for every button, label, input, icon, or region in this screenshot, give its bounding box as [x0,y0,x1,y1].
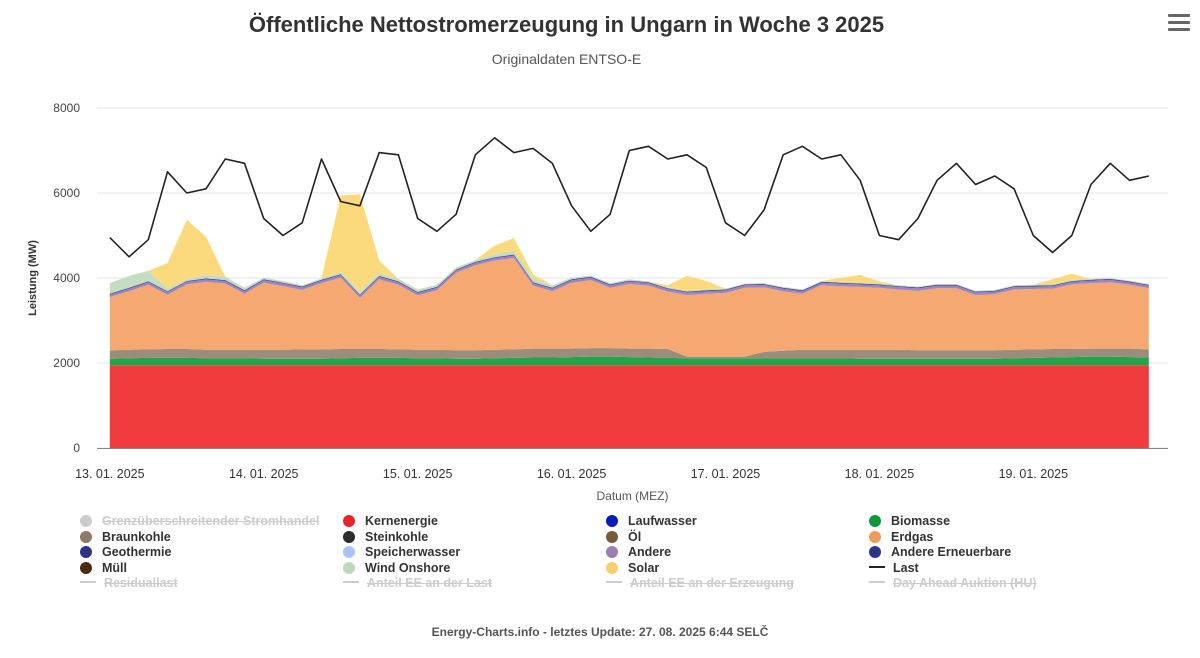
legend-line-icon [343,581,359,584]
area-wind-onshore [109,250,1149,295]
legend-dot-icon [606,515,618,527]
legend-item[interactable]: Wind Onshore [343,561,450,575]
legend-item[interactable]: Anteil EE an der Last [343,576,492,590]
legend-item[interactable]: Grenzüberschreitender Stromhandel [80,514,319,528]
chart-legend: Grenzüberschreitender Stromhandel Kernene… [0,514,1200,604]
legend-label: Braunkohle [102,529,171,544]
legend-label: Steinkohle [365,529,429,544]
y-tick-label: 2000 [53,356,80,370]
area-braunkohle [109,348,1149,359]
legend-label: Wind Onshore [365,560,451,575]
legend-line-icon [869,581,885,584]
legend-item[interactable]: Braunkohle [80,530,171,544]
footer-update-info: Energy-Charts.info - letztes Update: 27.… [431,625,769,639]
area-biomasse [109,356,1149,366]
area-solar [109,194,1149,292]
legend-item[interactable]: Geothermie [80,545,171,559]
legend-item[interactable]: Speicherwasser [343,545,460,559]
line-series [109,137,1149,258]
y-tick-label: 6000 [53,186,80,200]
legend-label: Andere [628,545,672,560]
legend-dot-icon [343,530,355,543]
legend-item[interactable]: Andere [606,545,671,559]
legend-item[interactable]: Anteil EE an der Erzeugung [606,576,794,590]
stacked-areas [109,194,1149,448]
legend-dot-icon [606,530,618,543]
chart-menu-icon[interactable] [1168,14,1190,32]
chart-title: Öffentliche Nettostromerzeugung in Ungar… [248,12,885,37]
legend-dot-icon [606,561,618,574]
x-tick-label: 13. 01. 2025 [75,467,145,481]
x-axis-title: Datum (MEZ) [597,489,669,503]
x-tick-label: 18. 01. 2025 [845,467,915,481]
legend-item[interactable]: Öl [606,530,641,544]
y-tick-label: 0 [73,441,80,455]
legend-line-icon [869,565,885,568]
legend-label: Grenzüberschreitender Stromhandel [102,514,320,528]
legend-label: Öl [628,529,642,544]
legend-label: Geothermie [102,545,172,560]
legend-item[interactable]: Day Ahead Auktion (HU) [869,576,1037,590]
legend-label: Anteil EE an der Last [367,576,493,591]
legend-item[interactable]: Erdgas [869,530,933,544]
legend-dot-icon [606,546,618,559]
legend-item[interactable]: Biomasse [869,514,950,528]
legend-dot-icon [80,546,92,559]
legend-dot-icon [343,515,355,527]
legend-dot-icon [80,530,92,543]
legend-item[interactable]: Solar [606,561,659,575]
x-tick-label: 19. 01. 2025 [999,467,1069,481]
legend-label: Andere Erneuerbare [891,545,1012,560]
legend-line-icon [80,581,96,584]
legend-label: Erdgas [891,529,934,544]
legend-label: Müll [102,560,127,575]
legend-label: Solar [628,560,660,575]
legend-label: Last [893,560,919,575]
legend-label: Speicherwasser [365,545,461,560]
x-tick-label: 14. 01. 2025 [229,467,299,481]
legend-label: Laufwasser [628,514,697,528]
legend-dot-icon [80,561,92,574]
legend-label: Biomasse [891,514,951,528]
line-last [109,137,1149,258]
axes: 0 2000 4000 6000 8000 13. 01. 2025 14. 01. 202… [27,101,1168,503]
legend-item[interactable]: Andere Erneuerbare [869,545,1011,559]
legend-item[interactable]: Kernenergie [343,514,438,528]
chart-plot: 0 2000 4000 6000 8000 13. 01. 2025 14. 01. 202… [27,101,1168,503]
y-tick-label: 4000 [53,271,80,285]
x-tick-label: 15. 01. 2025 [383,467,453,481]
legend-item[interactable]: Müll [80,561,127,575]
legend-dot-icon [869,530,881,543]
legend-dot-icon [343,561,355,574]
area-andere [109,255,1149,298]
legend-dot-icon [80,515,92,527]
legend-label: Kernenergie [365,514,438,528]
legend-dot-icon [343,546,355,559]
chart-subtitle: Originaldaten ENTSO-E [491,51,642,67]
x-tick-label: 16. 01. 2025 [537,467,607,481]
legend-item[interactable]: Laufwasser [606,514,697,528]
y-axis-title: Leistung (MW) [27,240,39,316]
area-erdgas [109,258,1149,357]
x-tick-label: 17. 01. 2025 [691,467,761,481]
area-kernenergie [109,365,1149,448]
legend-line-icon [606,581,622,584]
legend-item[interactable]: Steinkohle [343,530,428,544]
legend-label: Residuallast [104,576,178,591]
legend-item[interactable]: Residuallast [80,576,178,590]
legend-label: Day Ahead Auktion (HU) [893,576,1037,591]
legend-dot-icon [869,546,881,559]
y-tick-label: 8000 [53,101,80,115]
legend-dot-icon [869,515,881,527]
legend-item[interactable]: Last [869,561,919,575]
legend-label: Anteil EE an der Erzeugung [630,576,794,591]
